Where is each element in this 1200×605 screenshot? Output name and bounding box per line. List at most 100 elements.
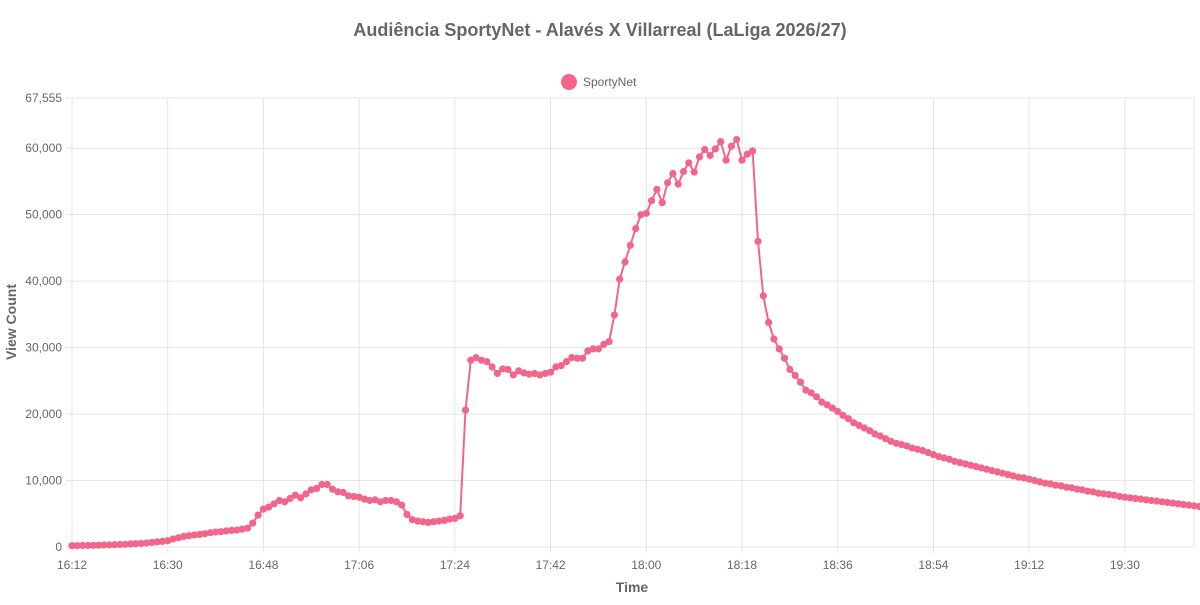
data-point[interactable] (749, 147, 757, 155)
data-point[interactable] (403, 510, 411, 518)
data-point[interactable] (1041, 479, 1049, 487)
data-point[interactable] (738, 156, 746, 164)
data-point[interactable] (206, 529, 214, 537)
data-point[interactable] (717, 138, 725, 146)
data-point[interactable] (1073, 485, 1081, 493)
data-point[interactable] (190, 531, 198, 539)
data-point[interactable] (355, 493, 363, 501)
data-point[interactable] (270, 500, 278, 508)
data-point[interactable] (834, 407, 842, 415)
data-point[interactable] (706, 151, 714, 160)
data-point[interactable] (775, 345, 783, 353)
data-point[interactable] (1020, 474, 1028, 482)
data-point[interactable] (1014, 473, 1023, 481)
data-point[interactable] (605, 338, 613, 346)
data-point[interactable] (366, 496, 374, 505)
data-point[interactable] (828, 404, 837, 412)
data-point[interactable] (382, 496, 390, 505)
data-point[interactable] (727, 142, 736, 150)
data-point[interactable] (1110, 491, 1118, 499)
data-point[interactable] (770, 335, 778, 343)
data-point[interactable] (1195, 502, 1200, 511)
data-point[interactable] (483, 358, 491, 366)
data-point[interactable] (839, 411, 847, 419)
data-point[interactable] (398, 501, 406, 509)
data-point[interactable] (1179, 500, 1187, 509)
data-point[interactable] (265, 503, 273, 511)
data-point[interactable] (116, 540, 124, 549)
data-point[interactable] (126, 540, 135, 548)
data-point[interactable] (95, 541, 103, 549)
data-point[interactable] (547, 368, 555, 376)
data-point[interactable] (350, 492, 358, 501)
data-point[interactable] (217, 528, 225, 536)
data-point[interactable] (690, 168, 698, 176)
data-point[interactable] (323, 480, 331, 489)
data-point[interactable] (1052, 481, 1060, 489)
data-point[interactable] (743, 150, 751, 158)
data-point[interactable] (669, 169, 677, 178)
data-point[interactable] (754, 237, 762, 245)
data-point[interactable] (844, 415, 853, 423)
data-point[interactable] (1121, 493, 1129, 501)
data-point[interactable] (557, 362, 565, 370)
data-point[interactable] (626, 241, 634, 249)
data-point[interactable] (201, 530, 209, 538)
data-point[interactable] (765, 318, 773, 326)
data-point[interactable] (84, 541, 92, 550)
data-point[interactable] (578, 354, 587, 362)
data-point[interactable] (594, 345, 603, 353)
data-point[interactable] (1185, 501, 1193, 509)
data-point[interactable] (802, 386, 810, 394)
data-point[interactable] (424, 518, 432, 527)
data-point[interactable] (658, 199, 666, 207)
data-point[interactable] (493, 369, 501, 378)
data-point[interactable] (929, 451, 938, 459)
data-point[interactable] (796, 378, 805, 386)
data-point[interactable] (100, 541, 108, 549)
data-point[interactable] (562, 358, 571, 366)
data-point[interactable] (1169, 499, 1177, 507)
data-point[interactable] (695, 153, 704, 161)
data-point[interactable] (897, 441, 906, 449)
data-point[interactable] (318, 480, 326, 489)
data-point[interactable] (733, 136, 741, 144)
data-point[interactable] (871, 430, 879, 438)
data-point[interactable] (621, 258, 629, 266)
data-point[interactable] (642, 209, 650, 217)
data-point[interactable] (137, 539, 145, 548)
data-point[interactable] (1100, 490, 1108, 498)
legend[interactable]: SportyNet (561, 74, 637, 90)
data-point[interactable] (344, 492, 353, 500)
data-point[interactable] (988, 467, 996, 475)
data-point[interactable] (1153, 497, 1161, 505)
data-point[interactable] (169, 535, 177, 543)
data-point[interactable] (212, 528, 220, 536)
data-point[interactable] (1126, 494, 1134, 502)
data-point[interactable] (685, 159, 693, 167)
data-point[interactable] (600, 340, 608, 348)
data-point[interactable] (180, 532, 188, 541)
data-point[interactable] (589, 345, 597, 353)
data-point[interactable] (302, 490, 310, 498)
data-point[interactable] (254, 511, 262, 519)
data-point[interactable] (79, 541, 87, 550)
data-point[interactable] (445, 515, 454, 523)
data-point[interactable] (392, 498, 400, 506)
data-point[interactable] (664, 179, 672, 187)
data-point[interactable] (1190, 502, 1198, 510)
data-point[interactable] (222, 527, 230, 535)
data-point[interactable] (121, 540, 129, 548)
data-point[interactable] (791, 371, 799, 380)
data-point[interactable] (653, 185, 661, 193)
data-point[interactable] (674, 180, 682, 188)
data-point[interactable] (435, 517, 443, 525)
data-point[interactable] (1131, 494, 1140, 503)
data-point[interactable] (414, 517, 422, 525)
data-point[interactable] (488, 363, 496, 371)
data-point[interactable] (711, 145, 720, 153)
data-point[interactable] (73, 542, 81, 550)
data-point[interactable] (472, 354, 480, 362)
data-point[interactable] (866, 427, 874, 435)
data-point[interactable] (876, 432, 884, 440)
